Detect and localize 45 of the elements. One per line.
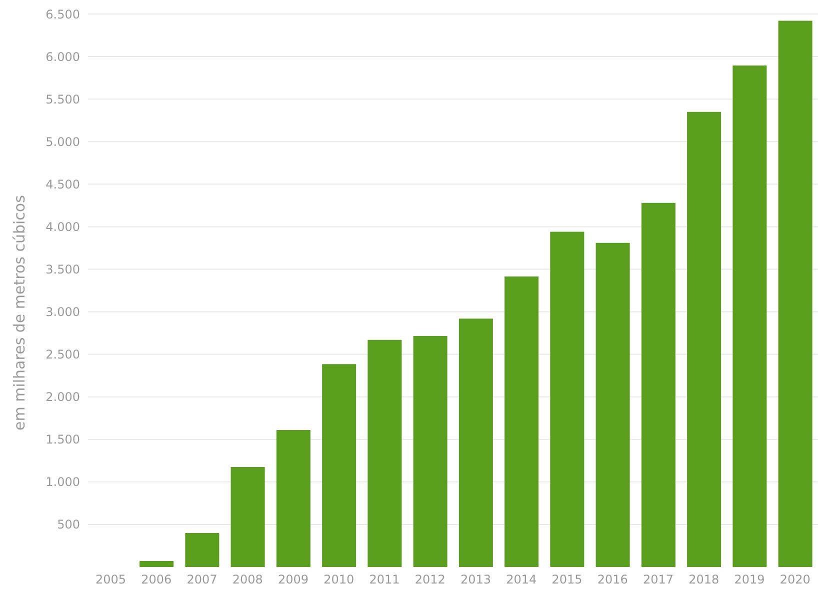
x-tick-label: 2006 <box>141 572 172 587</box>
y-tick-label: 2.000 <box>46 390 80 404</box>
x-tick-label: 2010 <box>324 572 354 587</box>
bar <box>322 364 356 567</box>
y-tick-label: 6.000 <box>46 50 80 64</box>
x-tick-label: 2008 <box>232 572 263 587</box>
x-tick-label: 2009 <box>278 572 309 587</box>
bar <box>276 430 310 567</box>
bar <box>687 112 722 567</box>
x-tick-label: 2020 <box>780 572 810 587</box>
y-tick-label: 6.500 <box>46 7 80 22</box>
bar <box>550 232 584 567</box>
bar <box>732 65 767 567</box>
x-tick-label: 2005 <box>96 572 126 587</box>
bar <box>185 532 220 567</box>
x-tick-label: 2014 <box>506 572 537 587</box>
y-tick-label: 5.500 <box>46 92 80 106</box>
x-tick-label: 2016 <box>597 572 628 587</box>
bar <box>778 20 812 567</box>
bar <box>504 276 539 567</box>
y-tick-label: 5.000 <box>46 134 80 149</box>
bar <box>413 336 448 567</box>
bar <box>140 561 174 567</box>
x-tick-label: 2019 <box>734 572 765 587</box>
x-tick-label: 2013 <box>460 572 492 587</box>
y-tick-label: 1.000 <box>46 475 80 490</box>
y-tick-label: 3.000 <box>46 305 80 320</box>
x-tick-label: 2007 <box>186 572 218 587</box>
x-tick-label: 2018 <box>688 572 720 587</box>
bar <box>596 242 630 567</box>
y-tick-label: 4.500 <box>46 177 80 192</box>
y-tick-label: 2.500 <box>46 348 80 362</box>
y-tick-label: 1.500 <box>46 432 80 447</box>
x-tick-label: 2011 <box>369 572 400 587</box>
y-axis-title: em milhares de metros cúbicos <box>10 194 28 430</box>
y-tick-label: 3.500 <box>46 262 80 276</box>
x-tick-label: 2015 <box>552 572 582 587</box>
bar <box>458 318 493 567</box>
bar <box>368 340 402 567</box>
bar <box>230 467 265 567</box>
bar <box>641 202 676 567</box>
y-tick-label: 4.000 <box>46 220 80 234</box>
y-tick-label: 500 <box>57 518 80 532</box>
x-tick-label: 2017 <box>643 572 674 587</box>
x-tick-label: 2012 <box>414 572 446 587</box>
